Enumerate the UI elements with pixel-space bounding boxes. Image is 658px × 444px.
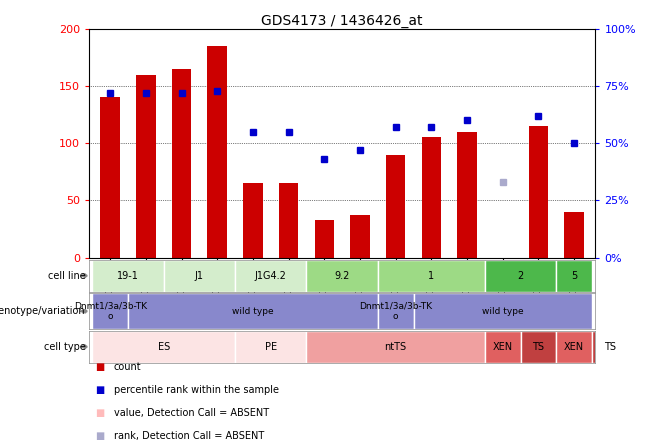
Bar <box>485 260 556 292</box>
Bar <box>315 220 334 258</box>
Text: TS: TS <box>532 342 544 352</box>
Title: GDS4173 / 1436426_at: GDS4173 / 1436426_at <box>261 14 423 28</box>
Bar <box>485 331 520 363</box>
Bar <box>592 331 628 363</box>
Bar <box>164 260 235 292</box>
Bar <box>378 293 413 329</box>
Text: ntTS: ntTS <box>385 342 407 352</box>
Text: wild type: wild type <box>232 307 274 316</box>
Text: 1: 1 <box>428 271 434 281</box>
Text: wild type: wild type <box>482 307 524 316</box>
Bar <box>207 46 227 258</box>
Text: ■: ■ <box>95 385 105 395</box>
Bar <box>565 212 584 258</box>
Text: 9.2: 9.2 <box>334 271 350 281</box>
Text: XEN: XEN <box>493 342 513 352</box>
Bar <box>378 260 485 292</box>
Bar <box>457 132 477 258</box>
Bar <box>422 138 441 258</box>
Text: ■: ■ <box>95 362 105 372</box>
Text: cell type: cell type <box>43 342 86 352</box>
Text: PE: PE <box>265 342 277 352</box>
Text: count: count <box>114 362 141 372</box>
Bar <box>128 293 378 329</box>
Bar <box>350 215 370 258</box>
Text: value, Detection Call = ABSENT: value, Detection Call = ABSENT <box>114 408 269 418</box>
Text: ES: ES <box>158 342 170 352</box>
Bar <box>307 260 378 292</box>
Bar <box>556 260 592 292</box>
Bar <box>92 260 164 292</box>
Text: rank, Detection Call = ABSENT: rank, Detection Call = ABSENT <box>114 432 264 441</box>
Text: percentile rank within the sample: percentile rank within the sample <box>114 385 279 395</box>
Bar <box>92 293 128 329</box>
Bar <box>243 183 263 258</box>
Bar <box>528 126 548 258</box>
Text: 2: 2 <box>517 271 524 281</box>
Bar <box>520 331 556 363</box>
Text: cell line: cell line <box>48 271 86 281</box>
Bar <box>413 293 592 329</box>
Text: Dnmt1/3a/3b-TK
o: Dnmt1/3a/3b-TK o <box>359 301 432 321</box>
Text: TS: TS <box>604 342 616 352</box>
Text: ■: ■ <box>95 432 105 441</box>
Text: genotype/variation: genotype/variation <box>0 306 86 316</box>
Bar <box>279 183 299 258</box>
Text: J1: J1 <box>195 271 204 281</box>
Bar <box>136 75 156 258</box>
Bar <box>556 331 592 363</box>
Bar <box>235 260 307 292</box>
Bar <box>101 97 120 258</box>
Bar <box>386 155 405 258</box>
Text: 5: 5 <box>571 271 577 281</box>
Text: J1G4.2: J1G4.2 <box>255 271 287 281</box>
Bar <box>92 331 235 363</box>
Text: Dnmt1/3a/3b-TK
o: Dnmt1/3a/3b-TK o <box>74 301 147 321</box>
Bar <box>307 331 485 363</box>
Bar <box>172 69 191 258</box>
Text: 19-1: 19-1 <box>117 271 139 281</box>
Bar <box>235 331 307 363</box>
Text: XEN: XEN <box>564 342 584 352</box>
Text: ■: ■ <box>95 408 105 418</box>
